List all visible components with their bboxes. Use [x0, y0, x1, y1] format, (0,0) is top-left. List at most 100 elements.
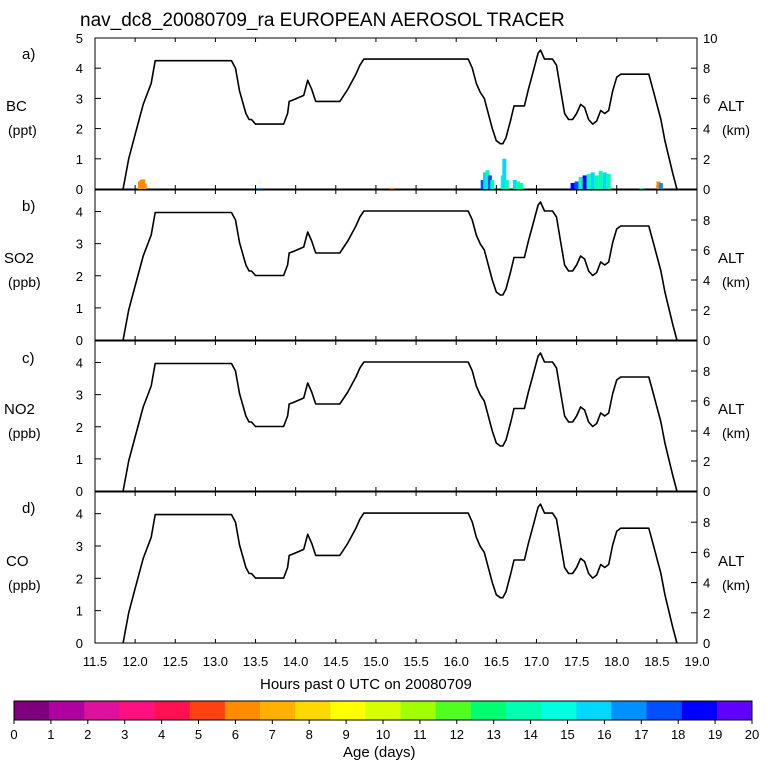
bc-bar: [656, 181, 661, 189]
bc-bar: [582, 175, 587, 189]
bc-bar: [574, 181, 579, 189]
left-tick-label: 3: [76, 237, 83, 252]
panel-b-alt-unit: (km): [722, 274, 750, 290]
bc-bar: [586, 173, 591, 189]
right-tick-label: 0: [703, 182, 710, 197]
left-tick-label: 4: [76, 205, 83, 220]
x-tick-label: 11.5: [83, 654, 107, 669]
panel-d-alt-label: ALT: [718, 553, 745, 570]
left-tick-label: 0: [76, 484, 83, 499]
colorbar-label: Age (days): [343, 744, 416, 761]
bc-bar: [658, 182, 663, 189]
x-tick-label: 17.5: [564, 654, 589, 669]
bc-bar: [480, 179, 485, 189]
left-tick-label: 1: [76, 301, 83, 316]
bc-bar: [257, 188, 262, 189]
right-tick-label: 2: [703, 454, 710, 469]
panel-c-letter: c): [22, 350, 35, 367]
left-tick-label: 2: [76, 420, 83, 435]
colorbar-tick-label: 20: [745, 727, 759, 742]
bc-bar: [483, 172, 488, 189]
x-tick-label: 18.0: [604, 654, 629, 669]
left-tick-label: 5: [76, 31, 83, 46]
panel-b-species: SO2: [4, 250, 35, 267]
x-tick-label: 16.0: [444, 654, 469, 669]
panel-b-unit: (ppb): [8, 274, 41, 290]
x-tick-label: 17.0: [524, 654, 549, 669]
left-tick-label: 4: [76, 507, 83, 522]
altitude-line: [122, 201, 678, 341]
x-tick-label: 14.0: [283, 654, 308, 669]
x-tick-label: 13.5: [243, 654, 268, 669]
colorbar-swatch: [576, 701, 612, 720]
right-tick-label: 2: [703, 606, 710, 621]
colorbar-tick-label: 3: [121, 727, 128, 742]
right-tick-label: 4: [703, 424, 710, 439]
colorbar-tick-label: 15: [560, 727, 574, 742]
panel-a-alt-label: ALT: [718, 98, 745, 115]
colorbar-swatch: [14, 701, 50, 720]
x-tick-label: 15.0: [363, 654, 388, 669]
colorbar-swatch: [119, 701, 156, 720]
left-tick-label: 1: [76, 604, 83, 619]
right-tick-label: 4: [703, 576, 710, 591]
colorbar-tick-label: 5: [195, 727, 202, 742]
left-tick-label: 3: [76, 539, 83, 554]
left-tick-label: 2: [76, 122, 83, 137]
right-tick-label: 0: [703, 636, 710, 651]
x-tick-label: 18.5: [644, 654, 669, 669]
colorbar-swatch: [541, 701, 577, 720]
bc-bar: [519, 182, 524, 189]
left-tick-label: 0: [76, 333, 83, 348]
left-tick-label: 0: [76, 182, 83, 197]
right-tick-label: 6: [703, 91, 710, 106]
colorbar-tick-label: 6: [232, 727, 239, 742]
colorbar-tick-label: 1: [47, 727, 54, 742]
colorbar-tick-label: 14: [523, 727, 537, 742]
colorbar-tick-label: 16: [597, 727, 611, 742]
panel-c-alt-unit: (km): [722, 425, 750, 441]
bc-bar: [485, 170, 490, 189]
bc-bar: [570, 182, 575, 189]
panel-d-unit: (ppb): [8, 577, 41, 593]
left-tick-label: 1: [76, 452, 83, 467]
right-tick-label: 0: [703, 333, 710, 348]
colorbar-swatch: [681, 701, 718, 720]
colorbar-swatch: [470, 701, 507, 720]
colorbar-tick-label: 4: [158, 727, 165, 742]
altitude-line: [122, 49, 678, 190]
colorbar-swatch: [154, 701, 191, 720]
colorbar-tick-label: 18: [671, 727, 685, 742]
panel-a-unit: (ppt): [8, 122, 37, 138]
panel-c-alt-label: ALT: [718, 401, 745, 418]
right-tick-label: 8: [703, 515, 710, 530]
colorbar-swatch: [365, 701, 402, 720]
bc-bar: [606, 173, 611, 189]
colorbar-tick-label: 7: [269, 727, 276, 742]
right-tick-label: 6: [703, 394, 710, 409]
altitude-line: [122, 352, 678, 492]
panel-a-letter: a): [22, 46, 36, 63]
panel-a-alt-unit: (km): [722, 122, 750, 138]
panel-b-letter: b): [22, 198, 36, 215]
right-tick-label: 6: [703, 243, 710, 258]
colorbar-tick-label: 11: [413, 727, 427, 742]
bc-bar: [602, 172, 607, 189]
x-tick-label: 15.5: [403, 654, 428, 669]
left-tick-label: 2: [76, 571, 83, 586]
panel-d-species: CO: [6, 553, 29, 570]
panel-a-species: BC: [6, 98, 27, 115]
right-tick-label: 0: [703, 484, 710, 499]
bc-bar: [142, 183, 147, 189]
colorbar-swatch: [330, 701, 366, 720]
colorbar-tick-label: 0: [10, 727, 17, 742]
x-tick-label: 12.5: [163, 654, 188, 669]
colorbar-swatch: [84, 701, 120, 720]
colorbar-swatch: [716, 701, 753, 720]
x-tick-label: 19.0: [684, 654, 709, 669]
bc-bar: [590, 172, 595, 189]
right-tick-label: 8: [703, 364, 710, 379]
bc-bar: [594, 175, 599, 189]
bc-bar: [502, 158, 507, 189]
bc-bar: [512, 179, 517, 189]
